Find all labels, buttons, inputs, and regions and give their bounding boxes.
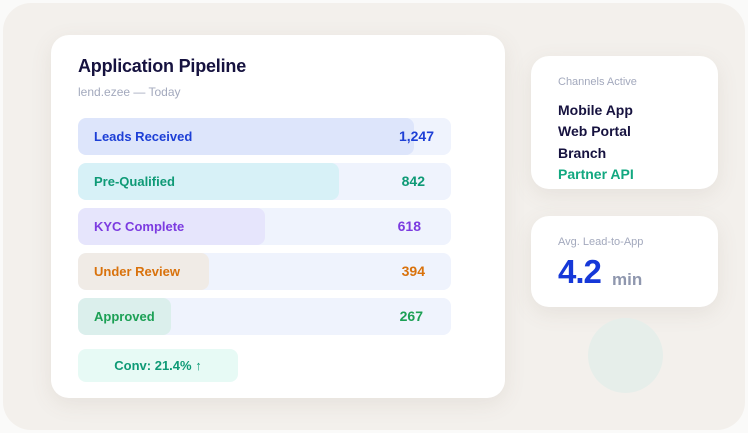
stage-label: Leads Received bbox=[94, 129, 193, 144]
stage-value: 394 bbox=[401, 263, 425, 279]
metric-unit: min bbox=[612, 270, 643, 289]
stage-fill-bar bbox=[78, 253, 209, 290]
card-title: Application Pipeline bbox=[78, 56, 247, 76]
channels-caption: Channels Active bbox=[558, 76, 637, 88]
channel-partner-api: Partner API bbox=[558, 166, 634, 182]
pipeline-stage-approved[interactable]: Approved 267 bbox=[78, 298, 451, 335]
decorative-circle bbox=[588, 318, 663, 393]
card-subtitle: lend.ezee — Today bbox=[78, 85, 181, 99]
channel-web-portal: Web Portal bbox=[558, 123, 631, 139]
pipeline-stage-leads-received[interactable]: Leads Received 1,247 bbox=[78, 118, 451, 155]
stage-value: 267 bbox=[399, 308, 423, 324]
stage-fill-bar bbox=[78, 118, 414, 155]
pipeline-stage-under-review[interactable]: Under Review 394 bbox=[78, 253, 451, 290]
stage-label: Approved bbox=[94, 309, 155, 324]
avg-lead-to-app-card: Avg. Lead-to-App 4.2 min bbox=[531, 216, 718, 307]
pipeline-stage-kyc-complete[interactable]: KYC Complete 618 bbox=[78, 208, 451, 245]
stage-fill-bar bbox=[78, 298, 172, 335]
stage-label: Pre-Qualified bbox=[94, 174, 175, 189]
stage-value: 1,247 bbox=[398, 128, 434, 144]
metric-value: 4.2 bbox=[558, 253, 602, 290]
stage-fill-bar bbox=[78, 163, 340, 200]
application-pipeline-card: Application Pipeline lend.ezee — Today L… bbox=[51, 35, 505, 398]
channel-branch: Branch bbox=[558, 145, 607, 161]
conversion-badge: Conv: 21.4% ↑ bbox=[78, 349, 238, 382]
channels-active-card: Channels Active Mobile App Web Portal Br… bbox=[531, 56, 718, 189]
stage-label: KYC Complete bbox=[94, 219, 185, 234]
stage-value: 618 bbox=[397, 218, 421, 234]
pipeline-stage-pre-qualified[interactable]: Pre-Qualified 842 bbox=[78, 163, 451, 200]
stage-fill-bar bbox=[78, 208, 265, 245]
metric-caption: Avg. Lead-to-App bbox=[558, 236, 644, 248]
channel-mobile-app: Mobile App bbox=[558, 102, 633, 118]
stage-label: Under Review bbox=[94, 264, 180, 279]
stage-value: 842 bbox=[401, 173, 425, 189]
